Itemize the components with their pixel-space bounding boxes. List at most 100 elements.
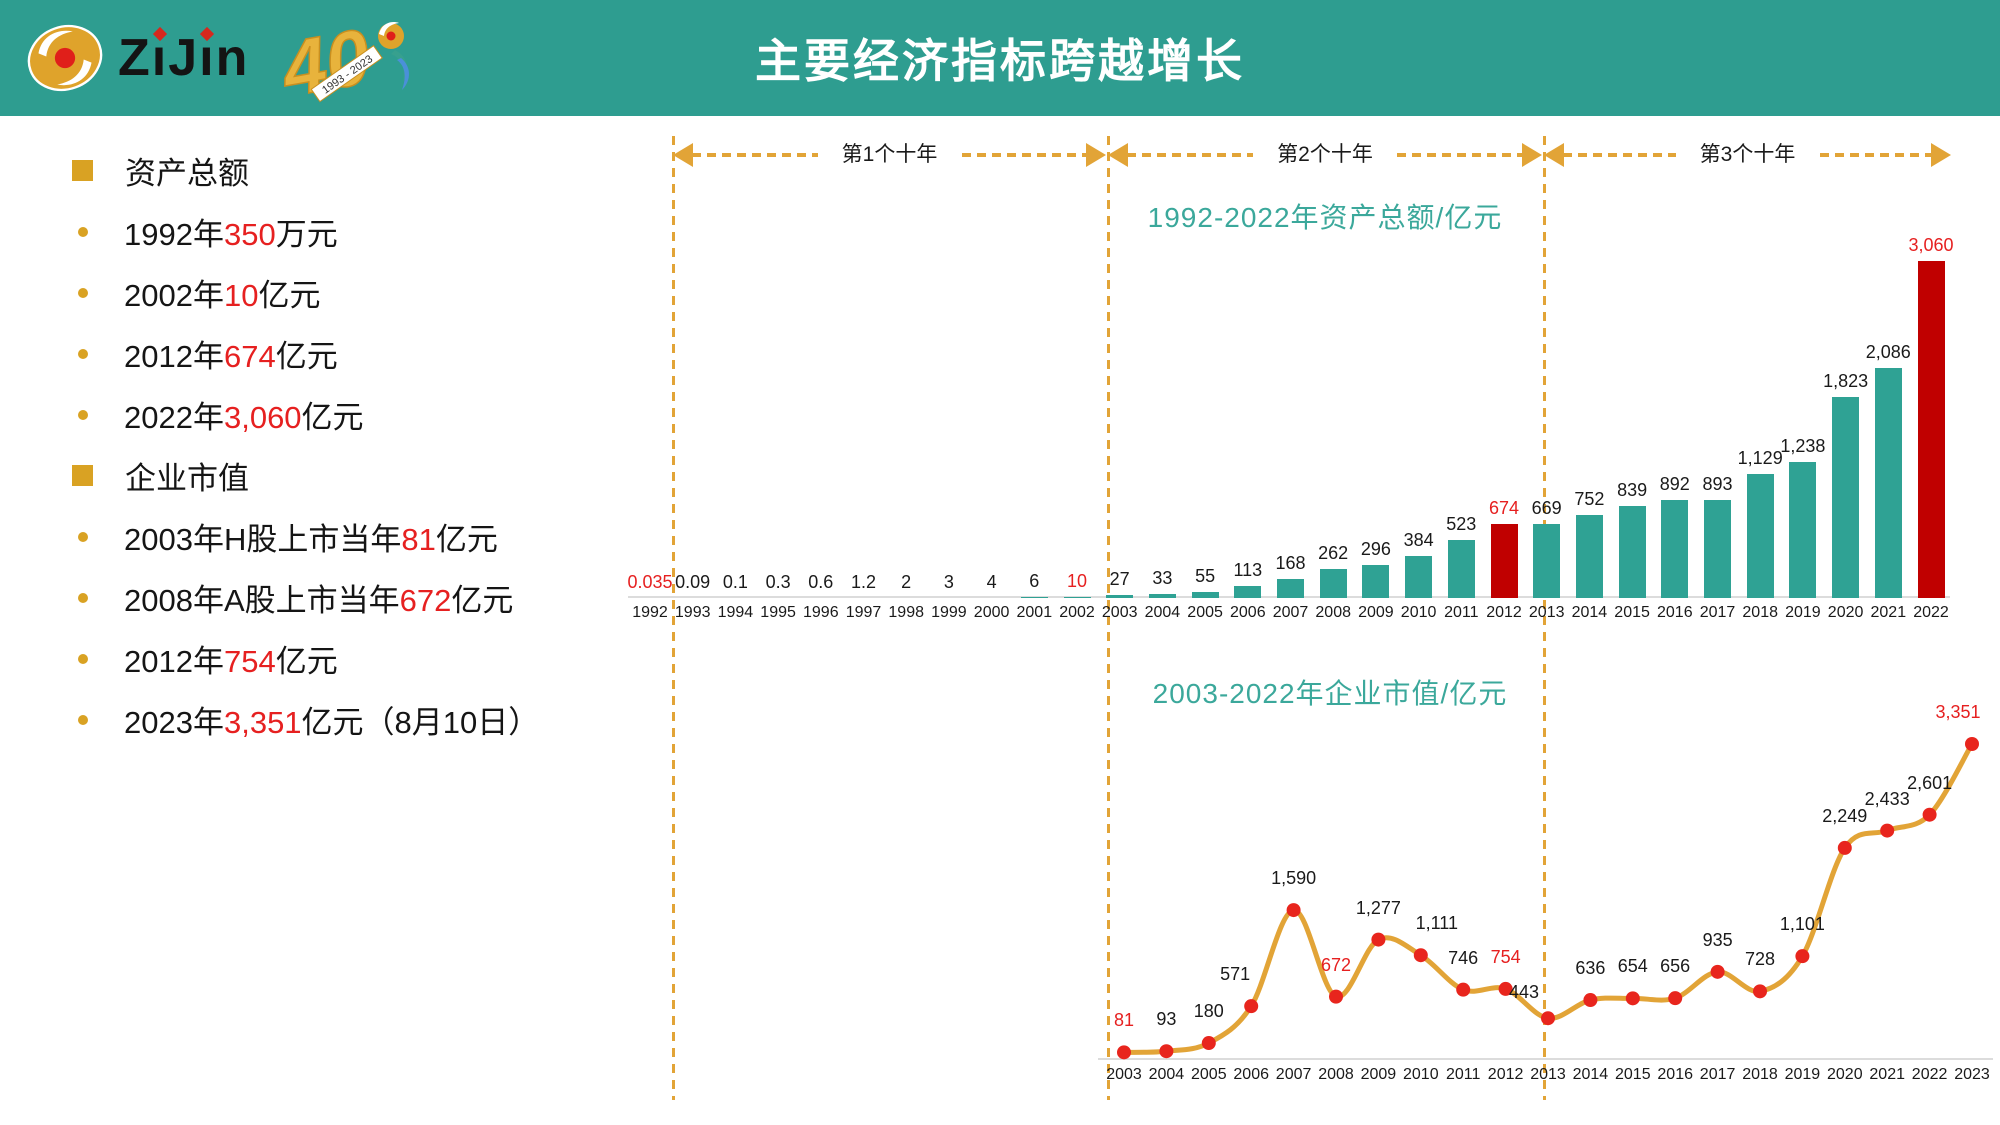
bar-value-label: 669: [1531, 498, 1562, 519]
marketcap-chart-title: 2003-2022年企业市值/亿元: [1152, 678, 1508, 709]
bar-value-label: 0.09: [675, 571, 711, 592]
item-text-part: 2003年H股上市当年: [124, 522, 402, 557]
year-label: 2011: [1445, 1066, 1481, 1083]
point-value-label: 1,277: [1355, 897, 1401, 918]
data-point-2023: [1965, 737, 1979, 752]
year-label: 1998: [888, 604, 924, 621]
dot-bullet-icon: [78, 592, 88, 603]
item-text-part: 亿元（8月10日）: [301, 705, 540, 740]
bar-2007: [1277, 579, 1304, 598]
arrow-left-icon: [1544, 143, 1564, 167]
logo-letter-i: ı: [151, 29, 169, 87]
point-value-label: 1,101: [1779, 914, 1825, 935]
dot-bullet-icon: [78, 531, 88, 542]
square-bullet-icon: [72, 160, 93, 181]
bar-2005: [1191, 591, 1219, 598]
year-label: 2017: [1699, 604, 1736, 621]
highlight-value: 350: [223, 217, 276, 252]
year-label: 2015: [1614, 604, 1650, 621]
data-point-2012: [1498, 981, 1513, 996]
bar-value-label: 1,823: [1823, 371, 1869, 392]
data-point-2010: [1413, 948, 1428, 963]
year-label: 2021: [1869, 1066, 1905, 1083]
data-point-2022: [1922, 807, 1937, 822]
bar-value-label: 752: [1574, 489, 1605, 510]
year-label: 2013: [1528, 604, 1565, 621]
bar-2019: [1789, 461, 1817, 598]
dashed-line: [1819, 153, 1932, 157]
bar-2010: [1405, 555, 1433, 598]
item-text-part: 亿元: [301, 400, 364, 435]
year-label: 2011: [1444, 604, 1479, 621]
bar-value-label: 3: [943, 571, 954, 592]
list-heading-text: 企业市值: [125, 461, 249, 496]
bar-value-label: 3,060: [1908, 235, 1954, 255]
year-label: 2020: [1827, 1066, 1863, 1083]
data-point-2005: [1201, 1036, 1216, 1051]
arrow-right-icon: [1522, 143, 1542, 167]
point-value-label: 2,601: [1907, 772, 1953, 793]
year-label: 2012: [1486, 604, 1522, 621]
list-item-text: 2012年754亿元: [124, 636, 338, 681]
bar-value-label: 55: [1195, 565, 1216, 586]
year-label: 1997: [845, 604, 882, 621]
point-value-label: 3,351: [1935, 702, 1981, 722]
list-item-text: 2012年674亿元: [124, 331, 338, 376]
anniversary-40-icon: 40 1993 - 2023: [275, 14, 410, 115]
bar-value-label: 1.2: [850, 571, 877, 592]
year-label: 2022: [1913, 604, 1949, 621]
logo-letter: J: [168, 29, 200, 87]
list-item-text: 1992年350万元: [124, 209, 338, 254]
arrow-right-icon: [1086, 143, 1106, 167]
item-text-part: 万元: [275, 217, 338, 252]
bar-value-label: 10: [1066, 570, 1088, 591]
dot-bullet-icon: [78, 287, 88, 298]
list-item: 2023年3,351亿元（8月10日）: [72, 689, 612, 750]
point-value-label: 672: [1320, 954, 1352, 975]
list-item: 2012年674亿元: [72, 323, 612, 384]
point-value-label: 571: [1220, 964, 1251, 985]
year-label: 2016: [1657, 604, 1693, 621]
year-label: 1996: [803, 604, 839, 621]
year-label: 2007: [1272, 604, 1309, 621]
bar-value-label: 113: [1233, 559, 1263, 580]
point-value-label: 180: [1193, 1001, 1224, 1022]
list-item-text: 2023年3,351亿元（8月10日）: [124, 697, 539, 742]
point-value-label: 656: [1660, 956, 1691, 977]
year-label: 2021: [1870, 604, 1907, 621]
bar-value-label: 1,238: [1780, 435, 1826, 456]
item-text-part: 1992年: [124, 217, 224, 252]
bar-value-label: 168: [1275, 553, 1306, 574]
bar-value-label: 674: [1488, 497, 1520, 518]
year-label: 2006: [1230, 604, 1266, 621]
dashed-line: [1563, 153, 1676, 157]
bar-value-label: 892: [1659, 473, 1690, 494]
year-label: 2010: [1400, 604, 1437, 621]
year-label: 2019: [1784, 1066, 1821, 1083]
year-label: 2016: [1657, 1066, 1693, 1083]
item-text-part: 亿元: [275, 644, 338, 679]
year-label: 2019: [1785, 604, 1821, 621]
dot-bullet-icon: [78, 714, 88, 725]
list-item: 2012年754亿元: [72, 628, 612, 689]
bar-2022: [1917, 261, 1945, 598]
year-label: 2004: [1144, 604, 1181, 621]
item-text-part: 2022年: [124, 400, 224, 435]
bar-value-label: 0.1: [722, 571, 748, 592]
item-text-part: 2002年: [124, 278, 224, 313]
point-value-label: 1,111: [1415, 913, 1458, 934]
data-point-2014: [1583, 993, 1598, 1008]
point-value-label: 636: [1575, 958, 1606, 979]
point-value-label: 754: [1490, 946, 1521, 967]
year-label: 2012: [1487, 1066, 1524, 1083]
bar-2011: [1447, 540, 1475, 598]
point-value-label: 654: [1617, 956, 1648, 977]
highlight-value: 674: [223, 339, 276, 374]
left-panel: 资产总额 1992年350万元 2002年10亿元 2012年674亿元 2022年3,…: [72, 140, 612, 750]
data-point-2017: [1710, 964, 1725, 979]
year-label: 2014: [1572, 1066, 1609, 1083]
data-point-2007: [1286, 903, 1301, 918]
decade-span: 第2个十年: [1107, 142, 1543, 168]
